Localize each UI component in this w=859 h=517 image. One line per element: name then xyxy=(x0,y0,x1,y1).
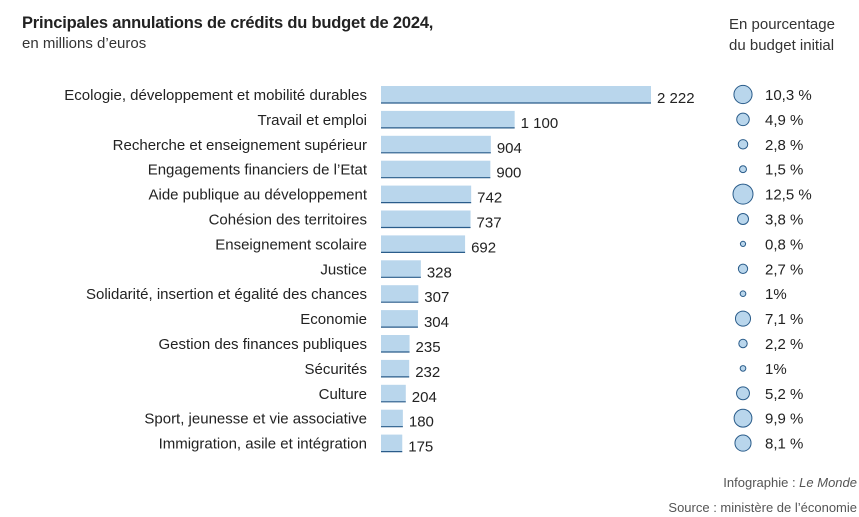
bar xyxy=(381,185,472,203)
category-label: Culture xyxy=(319,386,367,403)
percent-heading-line2: du budget initial xyxy=(729,37,835,54)
percent-circle xyxy=(734,434,752,452)
category-label: Solidarité, insertion et égalité des cha… xyxy=(86,286,367,303)
percent-label: 1,5 % xyxy=(765,162,803,179)
percent-circle xyxy=(739,240,747,247)
bar xyxy=(381,160,491,178)
bar xyxy=(381,409,403,427)
percent-circle xyxy=(739,365,747,372)
value-label: 175 xyxy=(408,439,433,456)
credit-prefix: Infographie : xyxy=(723,475,800,490)
category-label: Sécurités xyxy=(304,361,367,378)
percent-circle xyxy=(738,338,748,349)
percent-circle xyxy=(732,183,754,205)
bar xyxy=(381,210,471,228)
percent-circle xyxy=(737,139,749,150)
percent-heading-line1: En pourcentage xyxy=(729,16,835,33)
bar xyxy=(381,335,410,352)
bar xyxy=(381,135,491,153)
percent-circle xyxy=(739,165,747,174)
bar xyxy=(381,86,651,103)
bar-chart: Ecologie, développement et mobilité dura… xyxy=(64,84,812,456)
bar xyxy=(381,310,418,328)
percent-circle xyxy=(736,112,750,127)
percent-label: 10,3 % xyxy=(765,87,812,104)
value-label: 2 222 xyxy=(657,90,695,107)
bar xyxy=(381,384,406,402)
category-label: Economie xyxy=(300,311,367,328)
value-label: 1 100 xyxy=(521,115,559,132)
value-label: 692 xyxy=(471,239,496,256)
chart-title: Principales annulations de crédits du bu… xyxy=(22,14,434,32)
category-label: Immigration, asile et intégration xyxy=(159,436,367,453)
percent-circle xyxy=(733,84,753,105)
percent-label: 2,7 % xyxy=(765,261,803,278)
value-label: 232 xyxy=(415,364,440,381)
percent-label: 5,2 % xyxy=(765,386,803,403)
percent-circle xyxy=(734,310,752,327)
bar xyxy=(381,260,421,278)
value-label: 737 xyxy=(477,215,502,232)
bar xyxy=(381,285,419,303)
category-label: Justice xyxy=(320,261,367,278)
percent-label: 3,8 % xyxy=(765,212,803,229)
value-label: 307 xyxy=(424,289,449,306)
value-label: 328 xyxy=(427,264,452,281)
category-label: Ecologie, développement et mobilité dura… xyxy=(64,87,367,104)
category-label: Recherche et enseignement supérieur xyxy=(113,137,367,154)
percent-label: 1% xyxy=(765,286,787,303)
percent-label: 9,9 % xyxy=(765,411,803,428)
percent-label: 0,8 % xyxy=(765,236,803,253)
bar xyxy=(381,434,403,452)
value-label: 204 xyxy=(412,389,437,406)
bar xyxy=(381,359,410,377)
category-label: Travail et emploi xyxy=(258,112,367,129)
category-label: Engagements financiers de l’Etat xyxy=(148,162,368,179)
percent-label: 1% xyxy=(765,361,787,378)
percent-label: 7,1 % xyxy=(765,311,803,328)
source-line: Source : ministère de l’économie xyxy=(668,500,857,515)
category-label: Enseignement scolaire xyxy=(215,236,367,253)
value-label: 304 xyxy=(424,314,449,331)
value-label: 900 xyxy=(496,165,521,182)
percent-label: 12,5 % xyxy=(765,187,812,204)
credit-line: Infographie : Le Monde xyxy=(723,475,857,490)
value-label: 904 xyxy=(497,140,522,157)
percent-label: 8,1 % xyxy=(765,436,803,453)
category-label: Aide publique au développement xyxy=(148,187,367,204)
percent-circle xyxy=(737,263,749,274)
chart-subtitle: en millions d’euros xyxy=(22,35,147,52)
percent-circle xyxy=(739,290,747,298)
value-label: 180 xyxy=(409,414,434,431)
percent-label: 4,9 % xyxy=(765,112,803,129)
bar xyxy=(381,110,515,128)
percent-circle xyxy=(736,212,750,226)
value-label: 742 xyxy=(477,190,502,207)
bar xyxy=(381,235,466,253)
credit-name: Le Monde xyxy=(799,475,857,490)
percent-circle xyxy=(733,408,753,428)
percent-circle xyxy=(736,386,750,401)
category-label: Sport, jeunesse et vie associative xyxy=(144,411,367,428)
percent-column-heading: En pourcentage du budget initial xyxy=(729,14,857,56)
category-label: Cohésion des territoires xyxy=(209,212,367,229)
category-label: Gestion des finances publiques xyxy=(159,336,367,353)
value-label: 235 xyxy=(416,339,441,356)
percent-label: 2,2 % xyxy=(765,336,803,353)
percent-label: 2,8 % xyxy=(765,137,803,154)
